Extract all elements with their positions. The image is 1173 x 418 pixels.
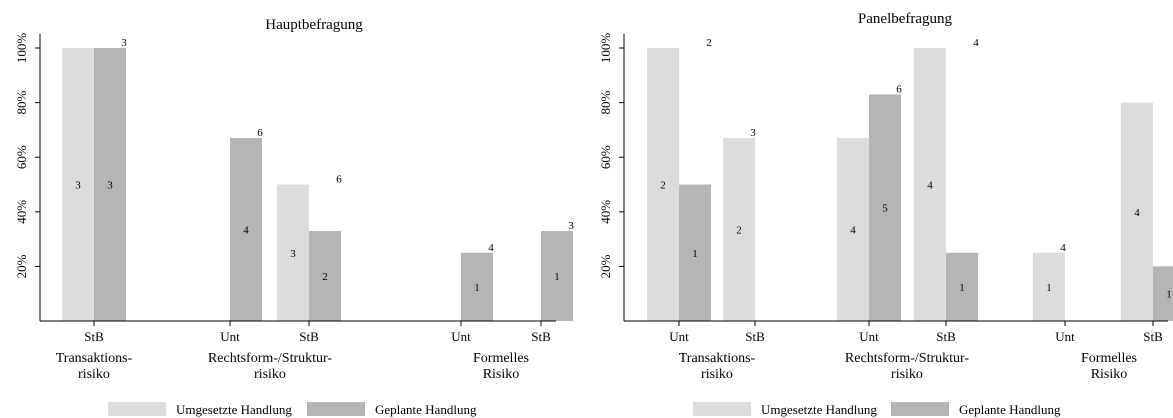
chart2-x-tick-label-4: Unt [1055, 329, 1075, 344]
chart2-y-tick-label-4: 100% [598, 33, 613, 64]
chart1-y-tick-label-4: 100% [14, 33, 29, 64]
chart2-x-tick-label-3: StB [936, 329, 956, 344]
chart2-bar-umgesetzt-2 [837, 138, 869, 321]
chart1-n-label-0: 3 [121, 37, 127, 49]
chart2-bar-count-umgesetzt-3: 4 [927, 180, 933, 192]
chart2-n-label-2: 6 [896, 83, 902, 95]
chart1-bar-count-geplant-3: 1 [474, 282, 480, 294]
chart2-bar-geplant-2 [869, 94, 901, 321]
chart1-title: Hauptbefragung [265, 17, 363, 33]
chart2-n-label-3: 4 [973, 37, 979, 49]
chart1-bar-geplant-2 [309, 230, 341, 321]
legend-label-umgesetzt-1: Umgesetzte Handlung [761, 402, 877, 417]
chart2-bar-count-geplant-5: 1 [1166, 289, 1172, 301]
chart2-bar-geplant-0 [679, 184, 711, 321]
chart1-x-tick-label-4: StB [531, 329, 551, 344]
chart2-bar-geplant-3 [946, 252, 978, 321]
chart2-y-tick-label-3: 80% [598, 91, 613, 115]
chart2-bar-count-umgesetzt-0: 2 [660, 180, 666, 192]
chart2-y-tick-label-1: 40% [598, 200, 613, 224]
chart1-bar-geplant-1 [230, 138, 262, 321]
chart2-group-label-2-0: Formelles [1081, 351, 1137, 366]
chart1-n-label-1: 6 [257, 127, 263, 139]
chart1-bar-geplant-0 [94, 48, 126, 321]
chart2-bar-count-umgesetzt-4: 1 [1046, 282, 1052, 294]
chart1-group-label-1-1: risiko [254, 367, 286, 382]
legend-label-umgesetzt-0: Umgesetzte Handlung [176, 402, 292, 417]
chart2-n-label-4: 4 [1060, 242, 1066, 254]
legend-swatch-umgesetzt-0 [108, 402, 166, 416]
chart2-bar-count-geplant-2: 5 [882, 203, 888, 215]
chart2-group-label-1-1: risiko [891, 367, 923, 382]
chart1-bar-count-geplant-0: 3 [107, 180, 113, 192]
chart2-bar-umgesetzt-4 [1033, 252, 1065, 321]
chart1-group-label-2-0: Formelles [473, 351, 529, 366]
chart1-y-tick-label-0: 20% [14, 254, 29, 278]
chart1-x-tick-label-3: Unt [451, 329, 471, 344]
chart1-bar-count-umgesetzt-0: 3 [75, 180, 81, 192]
chart2-group-label-0-0: Transaktions- [679, 351, 756, 366]
chart1-bar-count-umgesetzt-2: 3 [290, 248, 296, 260]
chart1-bar-umgesetzt-2 [277, 184, 309, 321]
chart1-bar-count-geplant-4: 1 [554, 271, 560, 283]
chart1-y-tick-label-3: 80% [14, 91, 29, 115]
legend-label-geplant-0: Geplante Handlung [375, 402, 477, 417]
chart2-group-label-0-1: risiko [701, 367, 733, 382]
chart1-bar-umgesetzt-0 [62, 48, 94, 321]
chart1-n-label-4: 3 [568, 220, 574, 232]
chart2-bar-count-umgesetzt-2: 4 [850, 225, 856, 237]
chart1-group-label-0-1: risiko [78, 367, 110, 382]
chart2-bar-count-umgesetzt-1: 2 [736, 225, 742, 237]
legend-swatch-umgesetzt-1 [693, 402, 751, 416]
chart2-bar-umgesetzt-3 [914, 48, 946, 321]
chart1-y-tick-label-1: 40% [14, 200, 29, 224]
chart2-bar-count-geplant-3: 1 [959, 282, 965, 294]
chart1-x-tick-label-0: StB [84, 329, 104, 344]
chart2-y-tick-label-0: 20% [598, 254, 613, 278]
chart1-x-tick-label-1: Unt [220, 329, 240, 344]
legend-swatch-geplant-0 [307, 402, 365, 416]
legend-swatch-geplant-1 [891, 402, 949, 416]
chart2-n-label-1: 3 [750, 127, 756, 139]
chart2-y-tick-label-2: 60% [598, 145, 613, 169]
chart1-bar-geplant-3 [461, 252, 493, 321]
chart2-n-label-0: 2 [706, 37, 712, 49]
chart1-group-label-2-1: Risiko [483, 367, 520, 382]
chart2-bar-count-umgesetzt-5: 4 [1134, 207, 1140, 219]
chart2-bar-count-geplant-0: 1 [692, 248, 698, 260]
chart1-y-tick-label-2: 60% [14, 145, 29, 169]
chart1-group-label-1-0: Rechtsform-/Struktur- [208, 351, 332, 366]
chart2-bar-umgesetzt-0 [647, 48, 679, 321]
chart2-bar-geplant-5 [1153, 266, 1173, 321]
chart2-group-label-1-0: Rechtsform-/Struktur- [845, 351, 969, 366]
chart2-x-tick-label-0: Unt [669, 329, 689, 344]
chart1-bar-count-geplant-2: 2 [322, 271, 328, 283]
chart2-bar-umgesetzt-5 [1121, 102, 1153, 321]
chart2-bar-umgesetzt-1 [723, 138, 755, 321]
chart2-group-label-2-1: Risiko [1091, 367, 1128, 382]
chart2-title: Panelbefragung [858, 11, 953, 27]
chart1-bar-geplant-4 [541, 230, 573, 321]
chart2-x-tick-label-5: StB [1143, 329, 1163, 344]
chart1-bar-count-geplant-1: 4 [243, 225, 249, 237]
chart1-group-label-0-0: Transaktions- [56, 351, 133, 366]
chart1-n-label-2: 6 [336, 174, 342, 186]
chart1-x-tick-label-2: StB [299, 329, 319, 344]
chart2-x-tick-label-2: Unt [859, 329, 879, 344]
chart2-x-tick-label-1: StB [745, 329, 765, 344]
legend-label-geplant-1: Geplante Handlung [959, 402, 1061, 417]
chart1-n-label-3: 4 [488, 242, 494, 254]
